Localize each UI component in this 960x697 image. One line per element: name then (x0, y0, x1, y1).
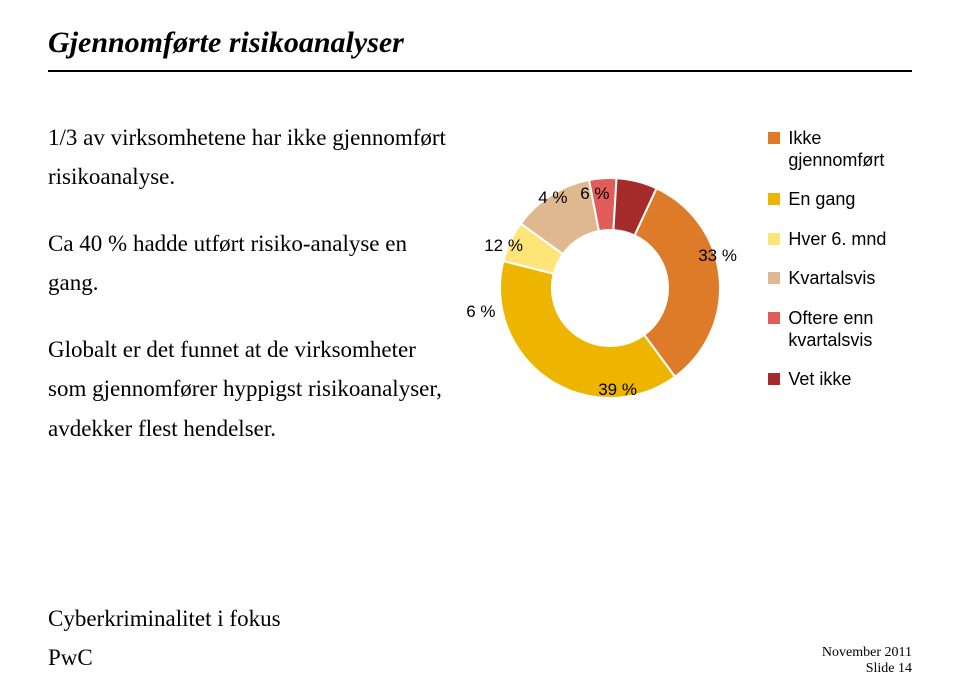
title-rule (48, 70, 912, 72)
legend-label: Ikke gjennomført (788, 128, 912, 171)
legend-item: Kvartalsvis (768, 268, 912, 290)
legend-label: Hver 6. mnd (788, 229, 886, 251)
legend-swatch (768, 272, 780, 284)
body-text: 1/3 av virksomhetene har ikke gjennomfør… (48, 118, 450, 476)
donut-segment-label: 4 % (538, 188, 567, 208)
footer-org: PwC (48, 638, 468, 677)
legend-item: Vet ikke (768, 369, 912, 391)
slide-title: Gjennomførte risikoanalyser (48, 26, 912, 60)
legend-label: Vet ikke (788, 369, 851, 391)
legend-label: En gang (788, 189, 855, 211)
legend-swatch (768, 233, 780, 245)
paragraph-1: 1/3 av virksomhetene har ikke gjennomfør… (48, 118, 450, 196)
chart-legend: Ikke gjennomført En gang Hver 6. mnd Kvarta… (768, 128, 912, 409)
paragraph-2: Ca 40 % hadde utført risiko-analyse en g… (48, 224, 450, 302)
legend-swatch (768, 193, 780, 205)
legend-swatch (768, 132, 780, 144)
donut-segment-label: 39 % (598, 380, 637, 400)
legend-item: En gang (768, 189, 912, 211)
legend-label: Kvartalsvis (788, 268, 875, 290)
donut-segment-label: 6 % (466, 302, 495, 322)
legend-item: Oftere enn kvartalsvis (768, 308, 912, 351)
donut-segment-label: 33 % (698, 246, 737, 266)
legend-label: Oftere enn kvartalsvis (788, 308, 912, 351)
legend-swatch (768, 312, 780, 324)
donut-segment (500, 261, 675, 398)
paragraph-3: Globalt er det funnet at de virksomheter… (48, 330, 450, 447)
donut-segment-label: 6 % (580, 184, 609, 204)
footer-slide: Slide 14 (822, 661, 912, 677)
donut-chart: 33 %39 %6 %12 %4 %6 % (470, 148, 738, 428)
legend-item: Hver 6. mnd (768, 229, 912, 251)
footer-date: November 2011 (822, 645, 912, 661)
legend-swatch (768, 373, 780, 385)
donut-segment-label: 12 % (484, 236, 523, 256)
footer-topic: Cyberkriminalitet i fokus (48, 599, 468, 638)
legend-item: Ikke gjennomført (768, 128, 912, 171)
slide-footer: Cyberkriminalitet i fokus PwC November 2… (48, 599, 912, 677)
